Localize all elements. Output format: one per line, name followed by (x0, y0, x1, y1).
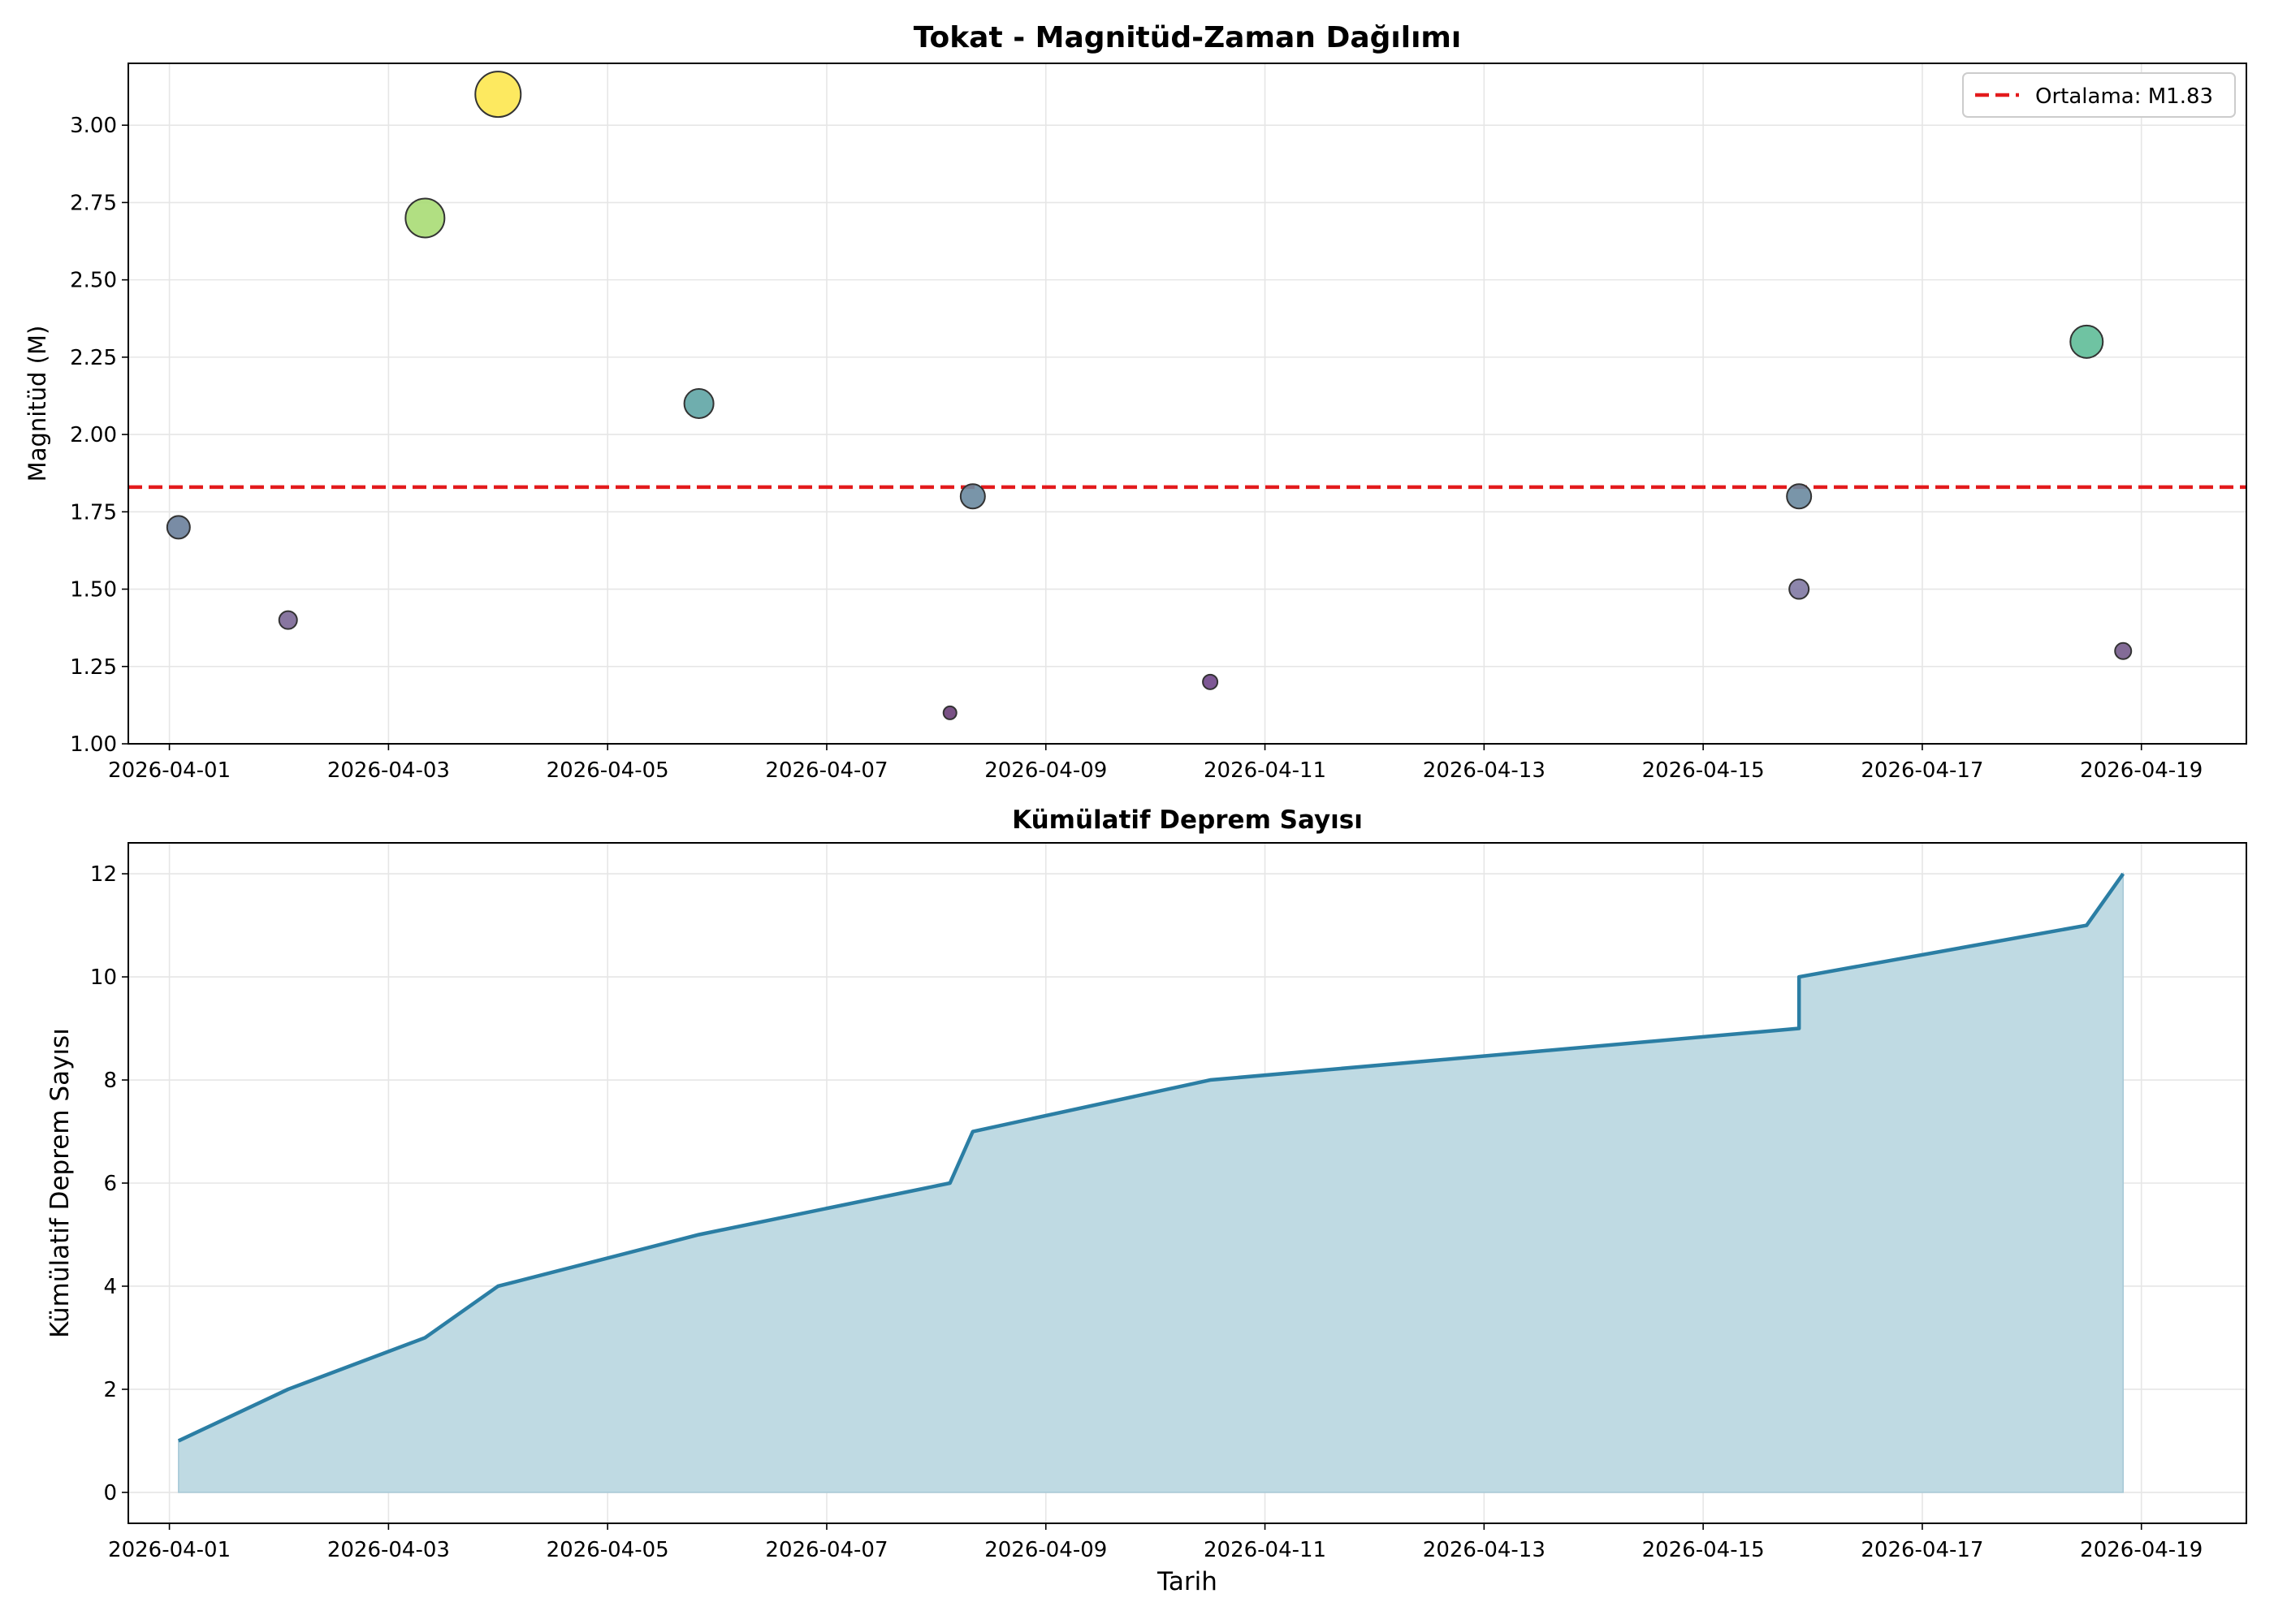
x-tick-label: 2026-04-09 (984, 1538, 1107, 1562)
x-tick-label: 2026-04-11 (1204, 758, 1326, 783)
y-tick-label: 2.00 (70, 423, 117, 447)
x-axis-label: Tarih (1156, 1567, 1217, 1596)
y-axis-label: Kümülatif Deprem Sayısı (45, 1028, 75, 1338)
x-axis: 2026-04-01 2026-04-03 2026-04-05 2026-04-07… (108, 744, 2203, 783)
x-axis: 2026-04-01 2026-04-03 2026-04-05 2026-04-07… (108, 1523, 2203, 1562)
x-tick-label: 2026-04-15 (1642, 1538, 1765, 1562)
scatter-point (474, 71, 522, 119)
scatter-points (166, 71, 2133, 720)
y-tick-label: 8 (103, 1069, 117, 1093)
x-tick-label: 2026-04-05 (547, 758, 669, 783)
y-tick-label: 2.75 (70, 191, 117, 215)
x-tick-label: 2026-04-11 (1204, 1538, 1326, 1562)
legend: Ortalama: M1.83 (1962, 72, 2236, 118)
y-tick-label: 12 (90, 862, 117, 887)
y-tick-label: 6 (103, 1172, 117, 1196)
x-tick-label: 2026-04-17 (1861, 1538, 1983, 1562)
scatter-point (1786, 483, 1813, 510)
y-axis-label: Magnitüd (M) (24, 326, 51, 482)
legend-label: Ortalama: M1.83 (2035, 84, 2213, 109)
x-tick-label: 2026-04-19 (2080, 758, 2203, 783)
cumulative-line (177, 872, 2125, 1443)
y-tick-label: 10 (90, 965, 117, 990)
x-tick-label: 2026-04-17 (1861, 758, 1983, 783)
x-tick-label: 2026-04-05 (547, 1538, 669, 1562)
x-tick-label: 2026-04-13 (1423, 1538, 1546, 1562)
scatter-point (278, 610, 298, 630)
plot-frame (128, 63, 2247, 745)
scatter-point (404, 197, 446, 239)
scatter-point (1202, 673, 1219, 690)
x-tick-label: 2026-04-03 (327, 758, 450, 783)
y-tick-label: 2 (103, 1378, 117, 1402)
scatter-point (959, 483, 986, 510)
y-tick-label: 0 (103, 1481, 117, 1505)
y-tick-label: 1.50 (70, 578, 117, 603)
y-tick-label: 1.25 (70, 655, 117, 680)
scatter-point (683, 388, 715, 419)
x-tick-label: 2026-04-01 (108, 758, 231, 783)
scatter-point (942, 705, 958, 720)
x-tick-label: 2026-04-13 (1423, 758, 1546, 783)
scatter-point (2069, 324, 2104, 359)
x-tick-label: 2026-04-01 (108, 1538, 231, 1562)
x-tick-label: 2026-04-03 (327, 1538, 450, 1562)
y-tick-label: 1.00 (70, 732, 117, 757)
cumulative-count-chart: 2026-04-01 2026-04-03 2026-04-05 2026-04-07… (45, 806, 2247, 1596)
scatter-point (2114, 641, 2133, 660)
legend-box (1962, 72, 2236, 118)
x-tick-label: 2026-04-19 (2080, 1538, 2203, 1562)
y-tick-label: 1.75 (70, 500, 117, 525)
scatter-point (1788, 578, 1810, 600)
chart-title: Tokat - Magnitüd-Zaman Dağılımı (914, 21, 1462, 54)
y-tick-label: 2.25 (70, 346, 117, 370)
chart-title: Kümülatif Deprem Sayısı (1012, 806, 1363, 835)
y-tick-label: 3.00 (70, 114, 117, 138)
y-axis: 0 2 4 6 8 10 12 (90, 862, 128, 1505)
x-tick-label: 2026-04-15 (1642, 758, 1765, 783)
scatter-point (166, 515, 191, 540)
y-axis: 1.00 1.25 1.50 1.75 2.00 2.25 2.50 2.75 3.00 (70, 114, 128, 757)
y-tick-label: 2.50 (70, 269, 117, 293)
y-tick-label: 4 (103, 1275, 117, 1299)
x-tick-label: 2026-04-07 (765, 758, 888, 783)
x-tick-label: 2026-04-07 (765, 1538, 888, 1562)
x-tick-label: 2026-04-09 (984, 758, 1107, 783)
magnitude-time-chart: 2026-04-01 2026-04-03 2026-04-05 2026-04-07… (24, 21, 2247, 783)
